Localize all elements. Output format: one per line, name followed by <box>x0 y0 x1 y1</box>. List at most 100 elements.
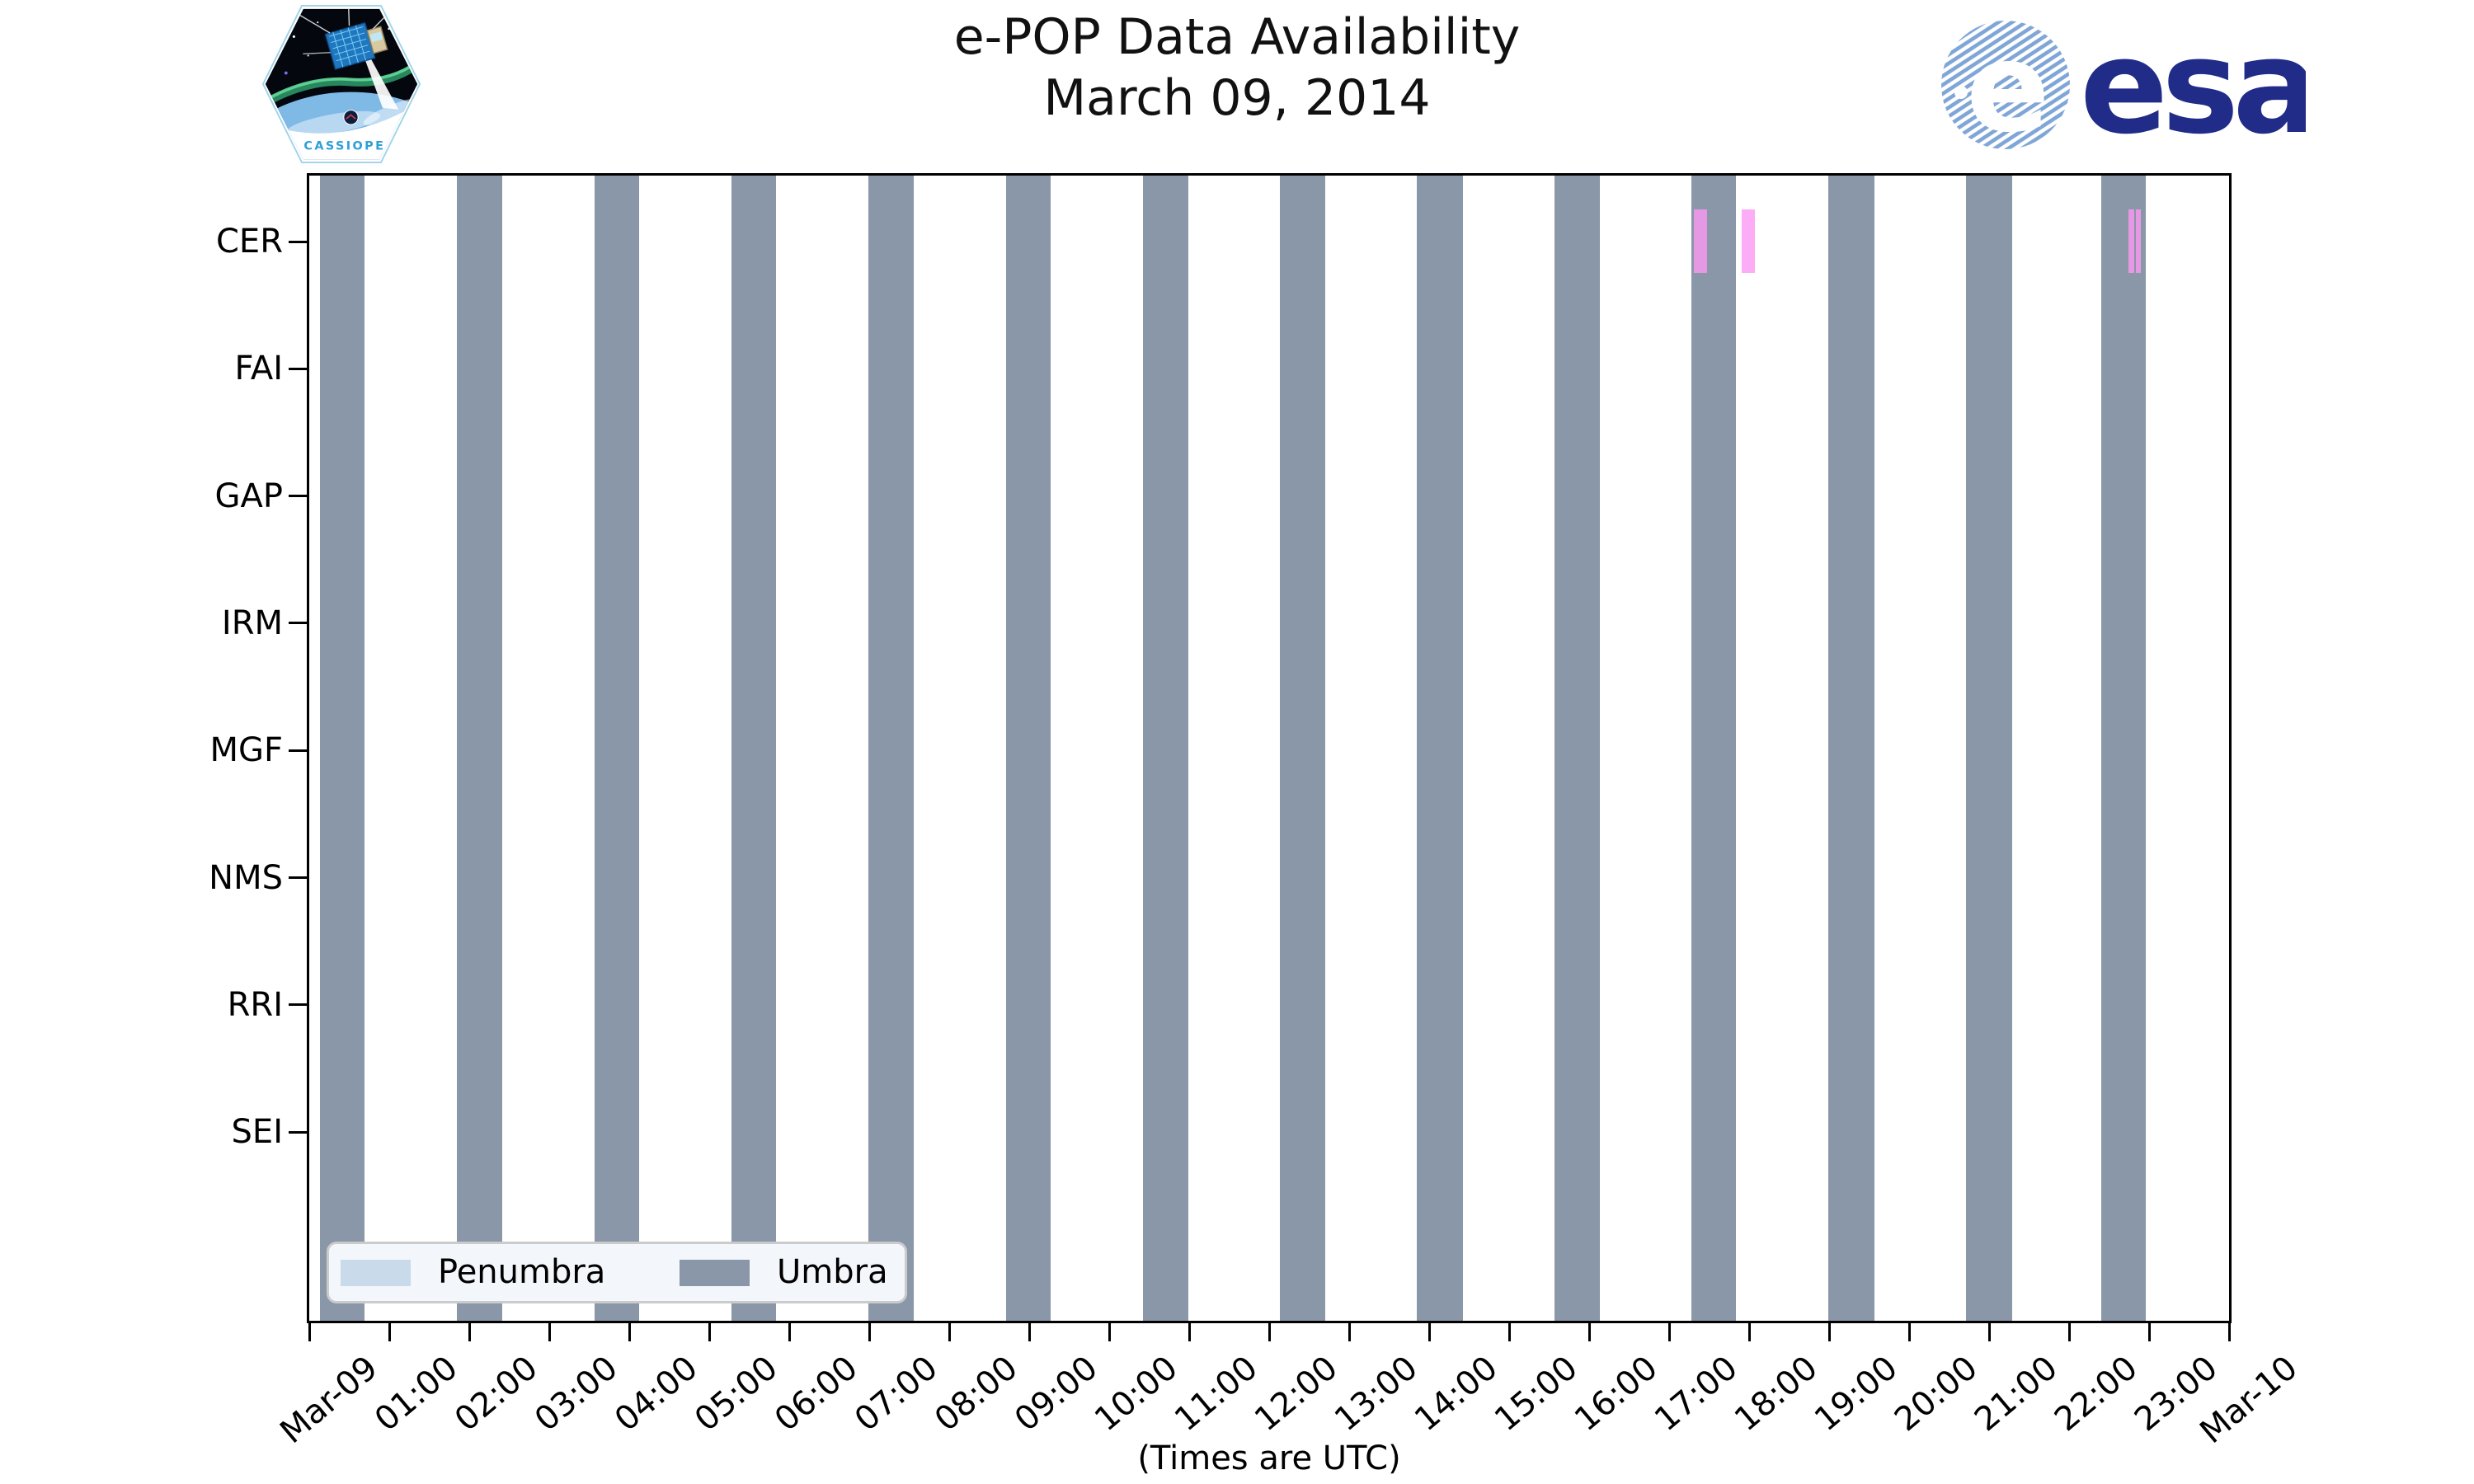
y-tick <box>289 240 309 243</box>
x-tick-label: 19:00 <box>1807 1349 1905 1439</box>
x-tick <box>1108 1323 1111 1341</box>
legend-swatch-penumbra <box>341 1260 411 1286</box>
x-tick <box>468 1323 471 1341</box>
y-tick-label: IRM <box>221 603 283 642</box>
x-tick <box>2147 1323 2151 1341</box>
x-tick <box>1667 1323 1671 1341</box>
umbra-band <box>1279 176 1325 1321</box>
esa-globe-e: e <box>1966 16 2050 160</box>
x-tick <box>1907 1323 1911 1341</box>
umbra-band <box>1691 176 1737 1321</box>
x-tick-label: 21:00 <box>1967 1349 2065 1439</box>
umbra-band <box>2100 176 2147 1321</box>
legend: Penumbra Umbra <box>327 1242 907 1303</box>
y-tick-label: GAP <box>214 477 283 515</box>
x-tick-label: 08:00 <box>927 1349 1025 1439</box>
x-tick <box>788 1323 791 1341</box>
cer-event-mark <box>1742 209 1755 273</box>
satellite-beam <box>363 54 399 110</box>
x-tick-label: 02:00 <box>447 1349 545 1439</box>
cassiope-mission-patch: CASSIOPE <box>262 5 421 163</box>
y-tick-label: NMS <box>209 858 283 897</box>
x-tick-label: 15:00 <box>1487 1349 1585 1439</box>
y-tick-label: CER <box>216 223 283 261</box>
x-tick-label: 18:00 <box>1727 1349 1825 1439</box>
x-tick-label: 04:00 <box>607 1349 705 1439</box>
cer-event-mark <box>2136 209 2142 273</box>
umbra-band <box>1417 176 1463 1321</box>
x-tick <box>1188 1323 1191 1341</box>
x-tick <box>1587 1323 1591 1341</box>
plot-canvas <box>309 176 2229 1321</box>
esa-globe-icon <box>1941 21 2070 149</box>
y-tick <box>289 1130 309 1134</box>
x-tick <box>1268 1323 1271 1341</box>
x-axis-label: (Times are UTC) <box>1137 1439 1401 1477</box>
csa-badge <box>343 110 359 125</box>
cassiope-label: CASSIOPE <box>303 140 385 153</box>
x-tick <box>1427 1323 1431 1341</box>
x-tick-label: 11:00 <box>1167 1349 1265 1439</box>
x-tick <box>1348 1323 1351 1341</box>
x-tick <box>1747 1323 1751 1341</box>
umbra-band <box>1142 176 1189 1321</box>
legend-label-penumbra: Penumbra <box>438 1253 606 1291</box>
y-tick-label: MGF <box>209 731 283 770</box>
y-tick-label: FAI <box>234 350 284 388</box>
chart-title-block: e-POP Data Availability March 09, 2014 <box>0 7 2474 129</box>
chart-title: e-POP Data Availability <box>953 8 1521 66</box>
y-tick-label: RRI <box>227 985 283 1024</box>
x-tick <box>1987 1323 1991 1341</box>
y-tick <box>289 876 309 879</box>
x-tick-label: 16:00 <box>1567 1349 1665 1439</box>
x-tick-label: 13:00 <box>1327 1349 1425 1439</box>
x-tick <box>548 1323 551 1341</box>
x-tick-label: 09:00 <box>1007 1349 1105 1439</box>
umbra-band <box>1828 176 1875 1321</box>
x-tick-label: 17:00 <box>1647 1349 1745 1439</box>
x-tick <box>708 1323 711 1341</box>
patch-bottom-band <box>265 103 418 160</box>
cer-event-mark <box>2128 209 2134 273</box>
umbra-band <box>319 176 365 1321</box>
y-tick <box>289 495 309 498</box>
umbra-band <box>1005 176 1051 1321</box>
umbra-band <box>1965 176 2013 1321</box>
esa-logo: e esa <box>1941 12 2306 161</box>
x-tick <box>1827 1323 1831 1341</box>
umbra-band <box>457 176 502 1321</box>
y-tick <box>289 1003 309 1007</box>
cer-event-mark <box>1694 209 1707 273</box>
umbra-band <box>731 176 777 1321</box>
x-tick <box>308 1323 311 1341</box>
x-tick <box>1028 1323 1031 1341</box>
legend-swatch-umbra <box>680 1260 750 1286</box>
x-tick <box>2067 1323 2071 1341</box>
x-tick-label: 07:00 <box>847 1349 945 1439</box>
x-tick-label: 22:00 <box>2047 1349 2145 1439</box>
x-tick-label: 06:00 <box>767 1349 865 1439</box>
x-tick <box>948 1323 951 1341</box>
x-tick-label: Mar-09 <box>273 1349 385 1452</box>
x-tick-label: 03:00 <box>527 1349 625 1439</box>
x-tick-label: 01:00 <box>367 1349 465 1439</box>
x-tick-label: 14:00 <box>1407 1349 1505 1439</box>
satellite-icon <box>295 8 401 70</box>
x-tick-label: 20:00 <box>1887 1349 1985 1439</box>
x-tick-label: 10:00 <box>1087 1349 1185 1439</box>
x-tick-label: 12:00 <box>1247 1349 1345 1439</box>
legend-label-umbra: Umbra <box>777 1253 888 1291</box>
y-tick-label: SEI <box>231 1113 283 1152</box>
x-tick <box>868 1323 871 1341</box>
x-tick <box>628 1323 631 1341</box>
y-tick <box>289 367 309 370</box>
aurora-graphic <box>266 62 418 105</box>
chart-subtitle: March 09, 2014 <box>1043 69 1431 127</box>
umbra-band <box>595 176 639 1321</box>
x-tick <box>1507 1323 1511 1341</box>
x-tick-label: 05:00 <box>687 1349 785 1439</box>
plot-area <box>307 173 2232 1323</box>
y-tick <box>289 749 309 752</box>
y-tick <box>289 622 309 625</box>
esa-wordmark: esa <box>2080 12 2306 161</box>
